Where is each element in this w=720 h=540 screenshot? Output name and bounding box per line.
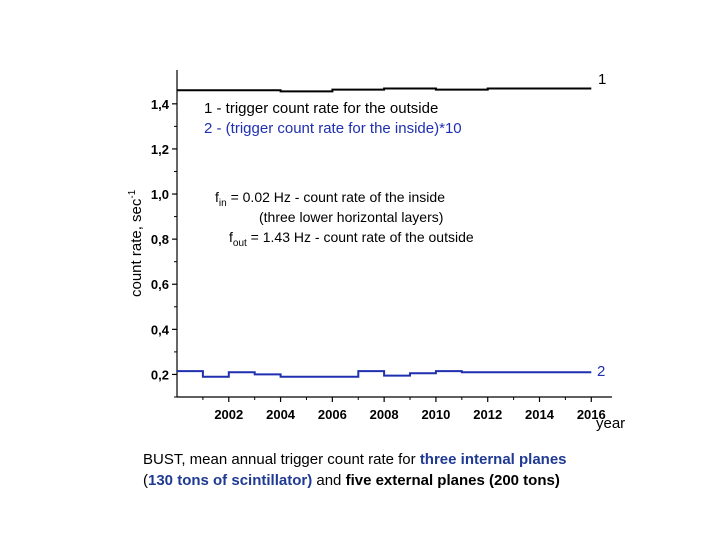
series-1-label: 1	[598, 71, 606, 88]
y-tick-label: 0,4	[151, 322, 170, 337]
annotation-fout: fout = 1.43 Hz - count rate of the outsi…	[229, 229, 474, 249]
x-ticks: 2002 2004 2006 2008 2010 2012 2014 2016	[202, 397, 606, 422]
x-axis-label: year	[596, 415, 625, 432]
x-tick-label: 2010	[421, 407, 450, 422]
legend-entry-2: 2 - (trigger count rate for the inside)*…	[204, 120, 462, 137]
x-tick-label: 2004	[266, 407, 296, 422]
x-tick-label: 2002	[214, 407, 243, 422]
series-lines	[177, 87, 592, 378]
annotation-fin: fin = 0.02 Hz - count rate of the inside	[215, 189, 445, 209]
series-2-line	[177, 370, 592, 378]
y-tick-label: 0,2	[151, 367, 169, 382]
x-tick-label: 2016	[577, 407, 606, 422]
y-tick-label: 1,0	[151, 187, 169, 202]
y-tick-label: 1,4	[151, 97, 170, 112]
y-axis-label: count rate, sec-1	[127, 189, 145, 297]
x-tick-label: 2006	[318, 407, 347, 422]
y-tick-label: 0,6	[151, 277, 169, 292]
figure-caption: BUST, mean annual trigger count rate for…	[143, 451, 567, 489]
annotation-fin-detail: (three lower horizontal layers)	[259, 209, 443, 225]
legend-entry-1: 1 - trigger count rate for the outside	[204, 100, 438, 117]
y-tick-label: 1,2	[151, 142, 169, 157]
x-tick-label: 2008	[370, 407, 399, 422]
x-tick-label: 2014	[525, 407, 555, 422]
y-tick-label: 0,8	[151, 232, 169, 247]
y-ticks: 0,2 0,4 0,6 0,8 1,0 1,2 1,4	[151, 97, 177, 398]
x-tick-label: 2012	[473, 407, 502, 422]
series-1-line	[177, 87, 592, 93]
series-2-label: 2	[597, 363, 605, 380]
